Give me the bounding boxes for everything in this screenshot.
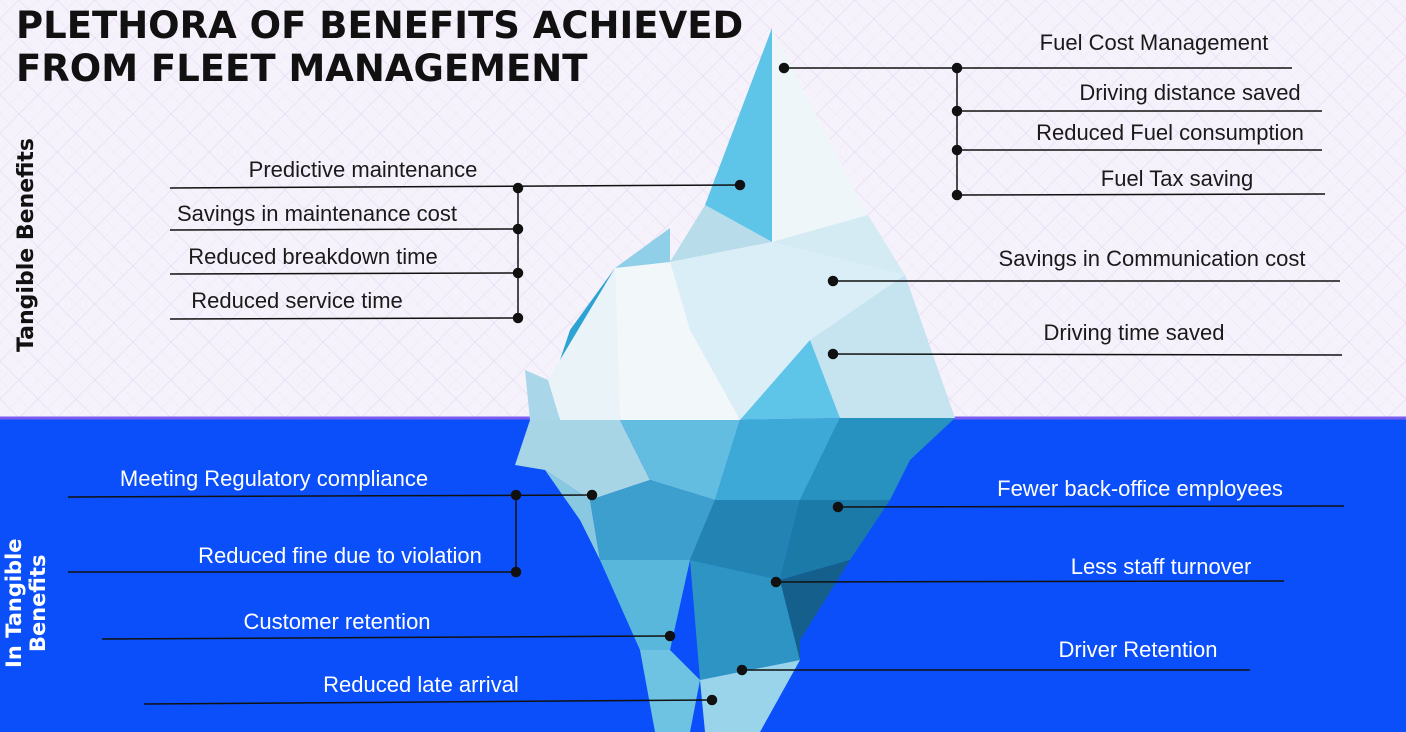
label-regulatory-compliance: Meeting Regulatory compliance <box>119 466 429 491</box>
label-fuel-tax-saving: Fuel Tax saving <box>1100 166 1254 191</box>
tangible-benefits-label: Tangible Benefits <box>14 137 39 352</box>
label-predictive-maintenance: Predictive maintenance <box>248 157 478 182</box>
intangible-label-line-2: Benefits <box>26 554 50 653</box>
intangible-label-line-1: In Tangible <box>2 538 26 668</box>
label-reduced-late-arrival: Reduced late arrival <box>323 672 519 697</box>
label-reduced-breakdown-time: Reduced breakdown time <box>188 244 438 269</box>
label-savings-maintenance-cost: Savings in maintenance cost <box>176 201 458 226</box>
iceberg-underwater <box>515 418 955 732</box>
connectors-tangible-right <box>778 62 1343 360</box>
label-driving-distance-saved: Driving distance saved <box>1079 80 1301 105</box>
label-reduced-service-time: Reduced service time <box>191 288 403 313</box>
label-customer-retention: Customer retention <box>243 609 431 634</box>
label-fuel-cost-management: Fuel Cost Management <box>1039 30 1269 55</box>
label-driving-time-saved: Driving time saved <box>1043 320 1225 345</box>
label-reduced-fuel-consumption: Reduced Fuel consumption <box>1036 120 1304 145</box>
title-line-1: PLETHORA OF BENEFITS ACHIEVED <box>16 4 744 47</box>
label-driver-retention: Driver Retention <box>1058 637 1218 662</box>
page-title: PLETHORA OF BENEFITS ACHIEVED FROM FLEET… <box>16 4 743 90</box>
intangible-benefits-label: In Tangible Benefits <box>2 538 50 668</box>
label-reduced-fine: Reduced fine due to violation <box>198 543 482 568</box>
connectors-intangible <box>67 489 1345 706</box>
iceberg-tip <box>525 28 955 420</box>
connectors-tangible-left <box>169 179 746 324</box>
label-savings-communication-cost: Savings in Communication cost <box>998 246 1306 271</box>
label-fewer-back-office: Fewer back-office employees <box>997 476 1283 501</box>
label-less-staff-turnover: Less staff turnover <box>1070 554 1252 579</box>
title-line-2: FROM FLEET MANAGEMENT <box>16 47 588 90</box>
